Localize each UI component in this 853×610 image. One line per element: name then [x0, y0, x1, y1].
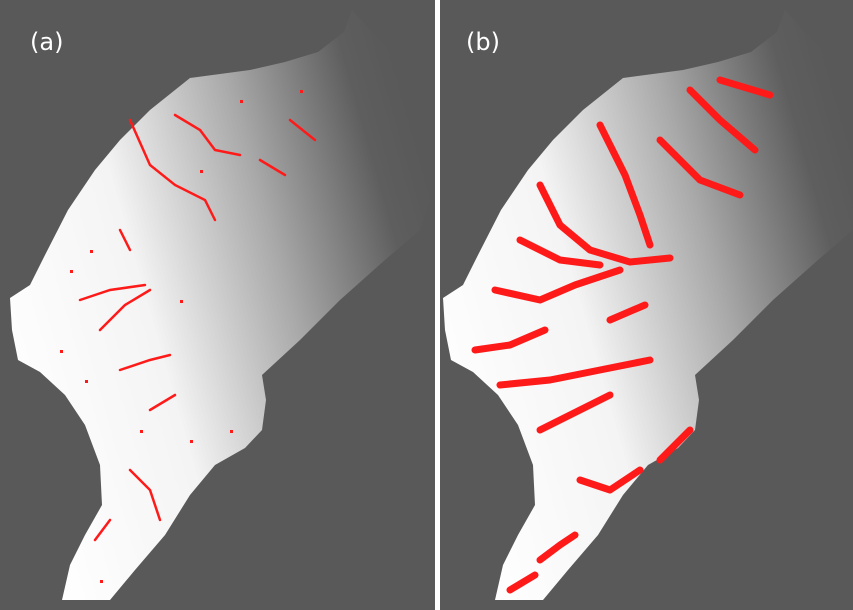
figure: (a) (b): [0, 0, 853, 610]
panel-label: (b): [466, 28, 500, 56]
panel-b: (b): [440, 0, 853, 610]
panel-label: (a): [30, 28, 63, 56]
divider: [435, 0, 440, 610]
panel-a: (a): [0, 0, 435, 610]
